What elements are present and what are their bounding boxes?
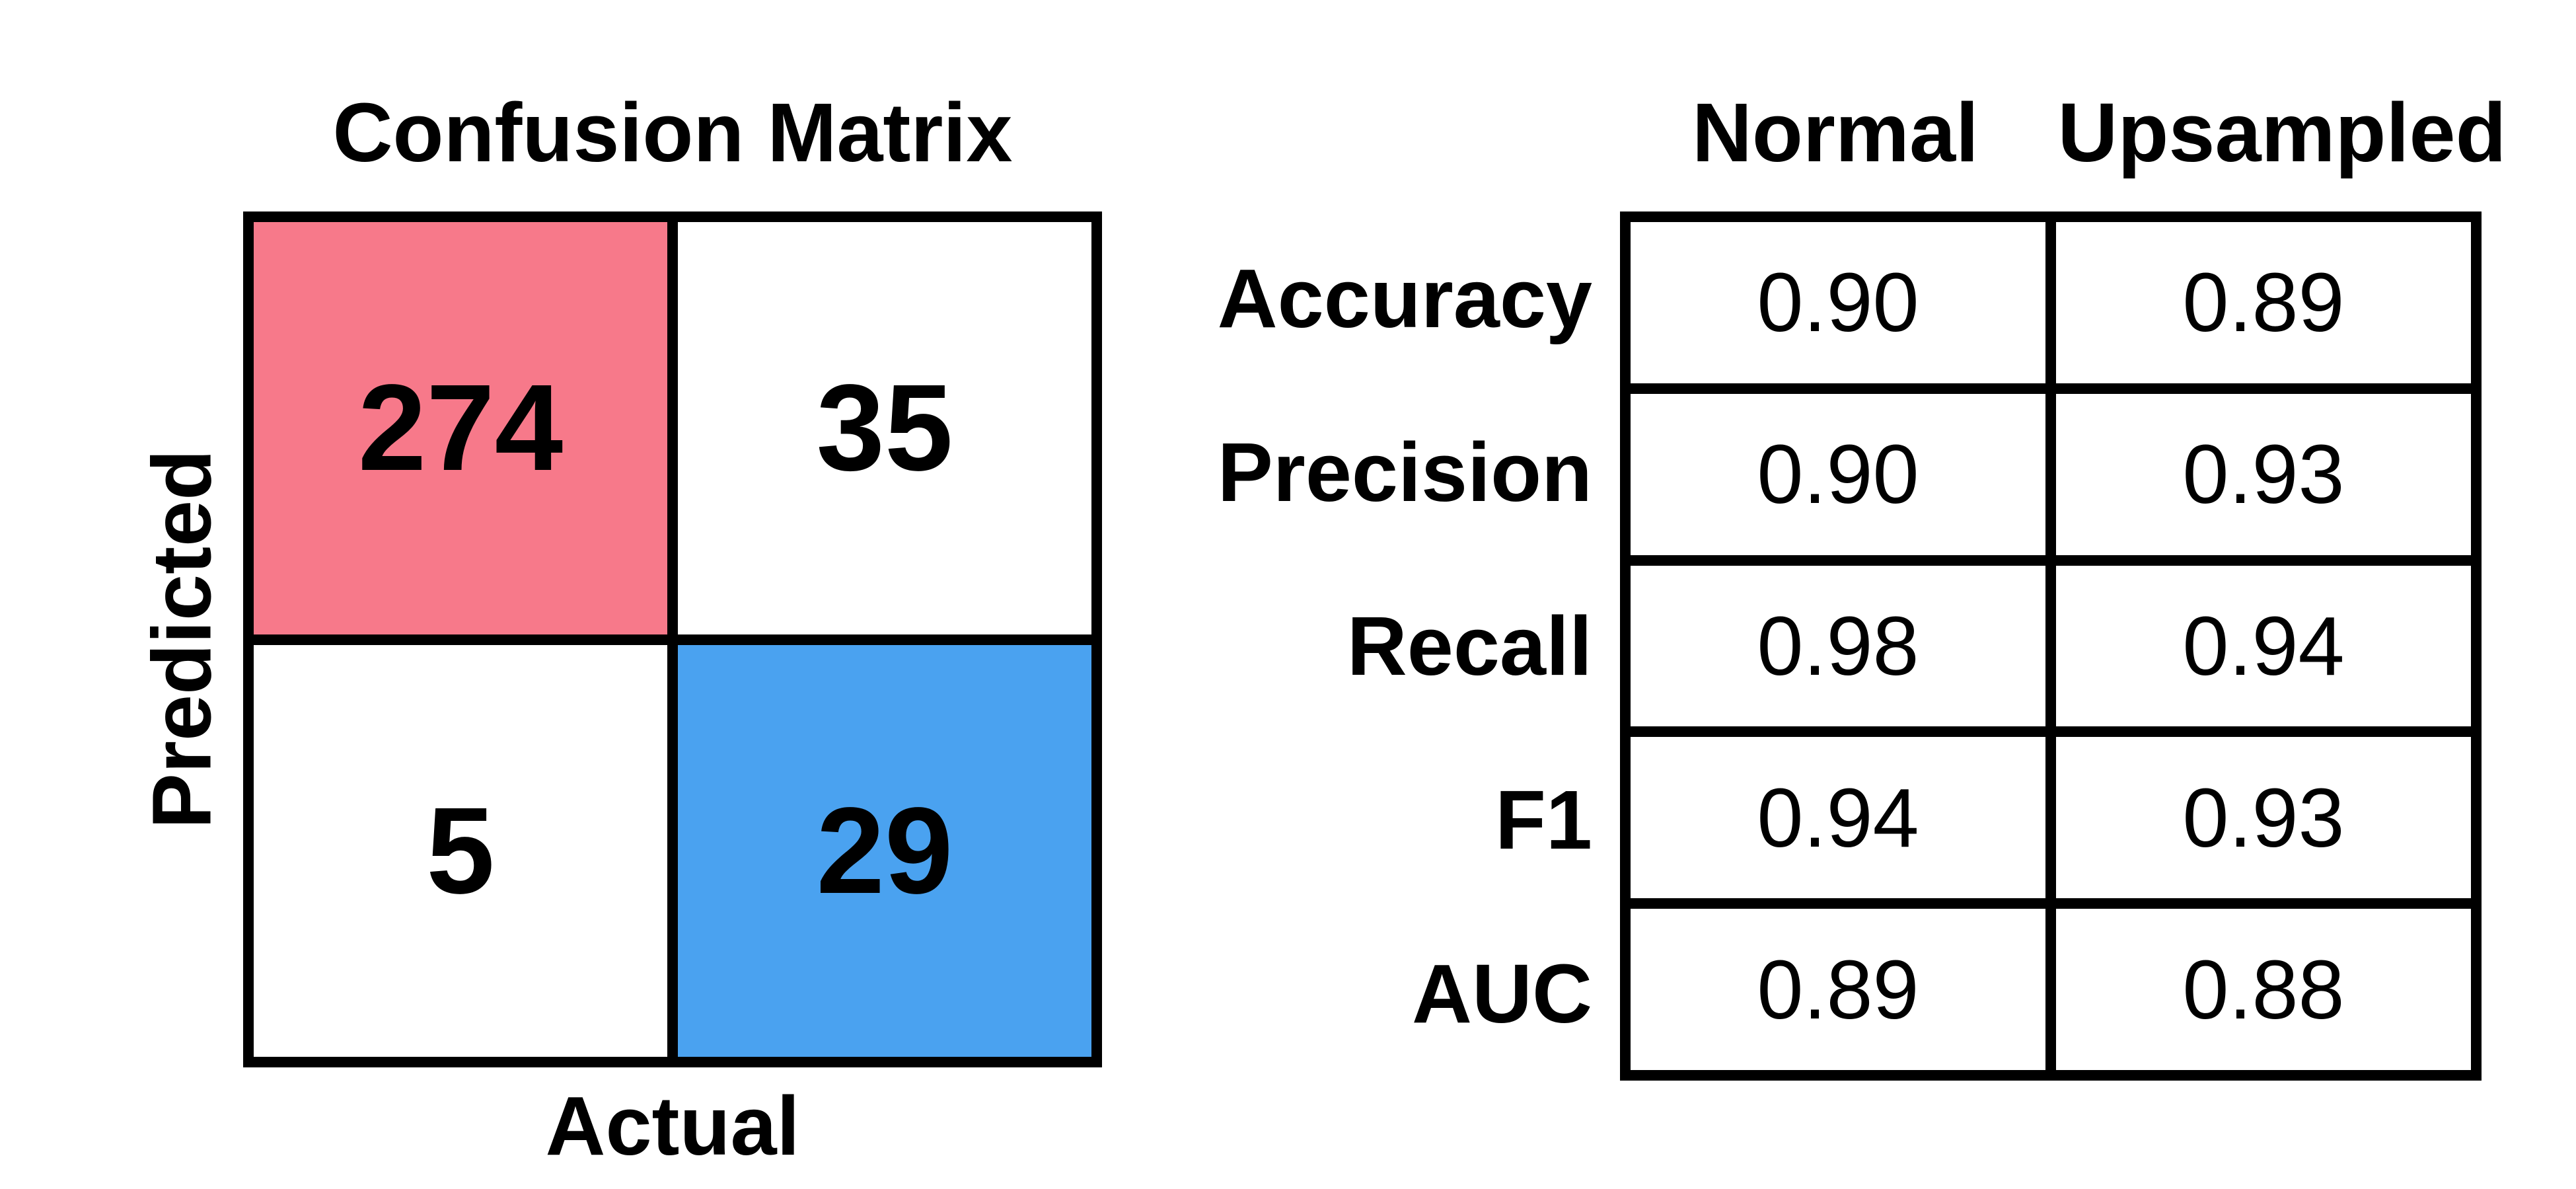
metrics-cell-precision-normal: 0.90 bbox=[1620, 383, 2056, 566]
metrics-row-f1: 0.94 0.93 bbox=[1620, 726, 2482, 909]
metrics-row-label-auc: AUC bbox=[1412, 947, 1592, 1040]
metrics-row-precision: 0.90 0.93 bbox=[1620, 383, 2482, 566]
metrics-column-header-normal: Normal bbox=[1691, 85, 1979, 179]
confusion-matrix-x-axis-label: Actual bbox=[545, 1079, 800, 1172]
cm-cell-0-1: 35 bbox=[673, 222, 1091, 640]
y-axis-label-text: Predicted bbox=[135, 449, 229, 829]
metrics-cell-precision-upsampled: 0.93 bbox=[2045, 383, 2482, 566]
metrics-cell-f1-upsampled: 0.93 bbox=[2045, 726, 2482, 909]
metrics-row-labels: Accuracy Precision Recall F1 AUC bbox=[1156, 211, 1592, 1081]
metrics-column-header-upsampled: Upsampled bbox=[2057, 85, 2507, 179]
confusion-matrix-title: Confusion Matrix bbox=[332, 85, 1013, 179]
metrics-row-label-precision: Precision bbox=[1217, 426, 1592, 519]
metrics-cell-accuracy-upsampled: 0.89 bbox=[2045, 211, 2482, 394]
metrics-cell-f1-normal: 0.94 bbox=[1620, 726, 2056, 909]
cm-cell-0-0: 274 bbox=[254, 222, 673, 640]
metrics-cell-accuracy-normal: 0.90 bbox=[1620, 211, 2056, 394]
cm-cell-1-0: 5 bbox=[254, 639, 673, 1057]
metrics-row-label-accuracy: Accuracy bbox=[1217, 252, 1592, 345]
metrics-row-recall: 0.98 0.94 bbox=[1620, 555, 2482, 738]
confusion-matrix-grid: 274 35 5 29 bbox=[243, 211, 1102, 1067]
metrics-row-auc: 0.89 0.88 bbox=[1620, 898, 2482, 1081]
cm-cell-1-1: 29 bbox=[673, 639, 1091, 1057]
metrics-cell-auc-upsampled: 0.88 bbox=[2045, 898, 2482, 1081]
metrics-cell-recall-normal: 0.98 bbox=[1620, 555, 2056, 738]
metrics-row-label-recall: Recall bbox=[1346, 599, 1592, 693]
metrics-row-label-f1: F1 bbox=[1494, 773, 1592, 866]
metrics-cell-auc-normal: 0.89 bbox=[1620, 898, 2056, 1081]
metrics-row-accuracy: 0.90 0.89 bbox=[1620, 211, 2482, 394]
metrics-table: 0.90 0.89 0.90 0.93 0.98 0.94 0.94 0.93 … bbox=[1620, 211, 2482, 1081]
metrics-cell-recall-upsampled: 0.94 bbox=[2045, 555, 2482, 738]
